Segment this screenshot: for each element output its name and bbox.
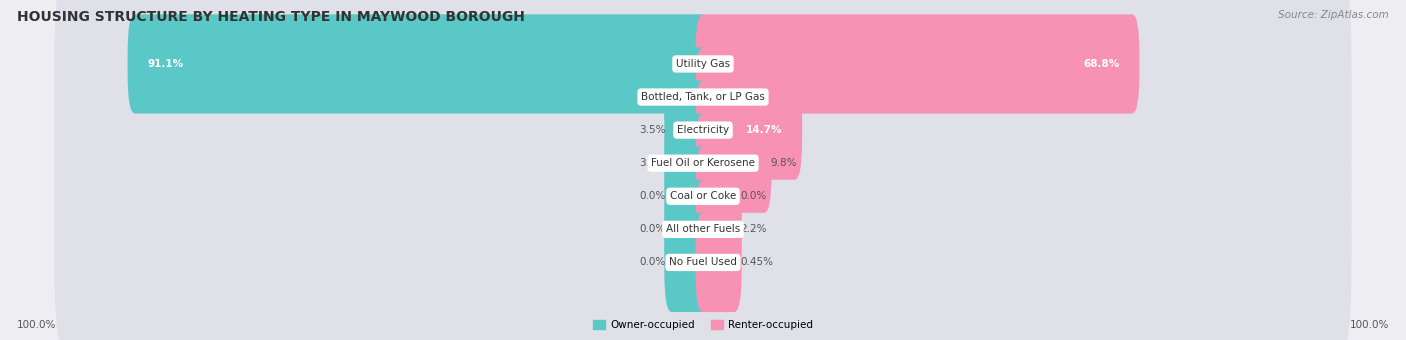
FancyBboxPatch shape — [665, 81, 710, 180]
FancyBboxPatch shape — [55, 100, 1351, 293]
Text: 100.0%: 100.0% — [17, 320, 56, 330]
FancyBboxPatch shape — [665, 147, 710, 246]
FancyBboxPatch shape — [665, 180, 710, 279]
FancyBboxPatch shape — [696, 114, 772, 213]
Text: No Fuel Used: No Fuel Used — [669, 257, 737, 268]
Text: Fuel Oil or Kerosene: Fuel Oil or Kerosene — [651, 158, 755, 168]
Text: Source: ZipAtlas.com: Source: ZipAtlas.com — [1278, 10, 1389, 20]
FancyBboxPatch shape — [55, 67, 1351, 260]
FancyBboxPatch shape — [696, 147, 741, 246]
Text: 14.7%: 14.7% — [745, 125, 782, 135]
FancyBboxPatch shape — [128, 14, 710, 114]
Text: 0.0%: 0.0% — [640, 191, 665, 201]
FancyBboxPatch shape — [696, 14, 1139, 114]
Text: 1.5%: 1.5% — [640, 92, 665, 102]
Text: All other Fuels: All other Fuels — [666, 224, 740, 234]
FancyBboxPatch shape — [55, 0, 1351, 160]
Text: Electricity: Electricity — [676, 125, 730, 135]
Text: 100.0%: 100.0% — [1350, 320, 1389, 330]
Text: Coal or Coke: Coal or Coke — [669, 191, 737, 201]
FancyBboxPatch shape — [696, 180, 741, 279]
Legend: Owner-occupied, Renter-occupied: Owner-occupied, Renter-occupied — [589, 316, 817, 334]
Text: 4.1%: 4.1% — [741, 92, 766, 102]
Text: 3.9%: 3.9% — [640, 158, 665, 168]
FancyBboxPatch shape — [665, 213, 710, 312]
FancyBboxPatch shape — [55, 34, 1351, 227]
Text: 0.0%: 0.0% — [640, 257, 665, 268]
FancyBboxPatch shape — [665, 114, 710, 213]
FancyBboxPatch shape — [55, 133, 1351, 326]
FancyBboxPatch shape — [665, 47, 710, 147]
Text: 2.2%: 2.2% — [741, 224, 766, 234]
Text: 68.8%: 68.8% — [1083, 59, 1119, 69]
FancyBboxPatch shape — [55, 166, 1351, 340]
FancyBboxPatch shape — [696, 47, 741, 147]
FancyBboxPatch shape — [55, 0, 1351, 194]
Text: HOUSING STRUCTURE BY HEATING TYPE IN MAYWOOD BOROUGH: HOUSING STRUCTURE BY HEATING TYPE IN MAY… — [17, 10, 524, 24]
Text: Bottled, Tank, or LP Gas: Bottled, Tank, or LP Gas — [641, 92, 765, 102]
Text: 9.8%: 9.8% — [770, 158, 797, 168]
Text: 0.0%: 0.0% — [741, 191, 766, 201]
Text: 0.0%: 0.0% — [640, 224, 665, 234]
Text: 3.5%: 3.5% — [640, 125, 665, 135]
FancyBboxPatch shape — [696, 81, 801, 180]
Text: Utility Gas: Utility Gas — [676, 59, 730, 69]
Text: 91.1%: 91.1% — [148, 59, 184, 69]
FancyBboxPatch shape — [696, 213, 741, 312]
Text: 0.45%: 0.45% — [741, 257, 773, 268]
